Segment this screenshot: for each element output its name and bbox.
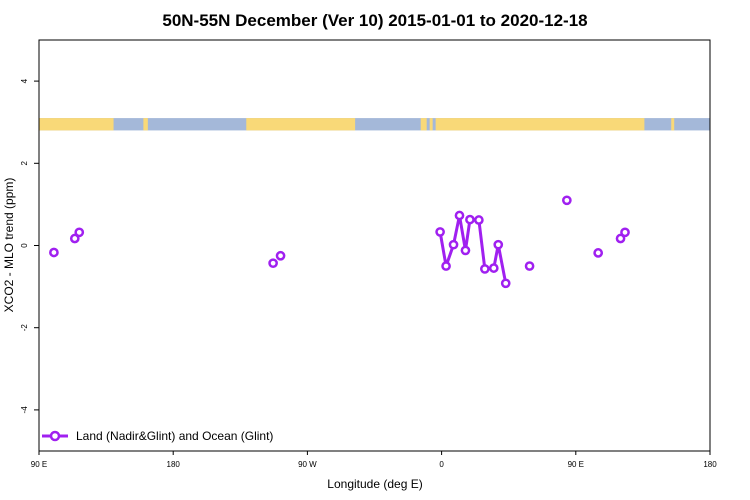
- y-tick-label: -4: [20, 406, 29, 414]
- data-point: [74, 227, 85, 238]
- data-point: [465, 214, 475, 225]
- data-point: [524, 261, 535, 271]
- land-band-segment: [435, 118, 645, 131]
- legend-marker-swatch: [49, 430, 61, 442]
- x-tick-label: 0: [439, 460, 444, 469]
- y-axis: -4 -2 0 2 4: [20, 78, 39, 413]
- y-tick-label: 2: [20, 161, 29, 166]
- x-tick-label: 90 W: [298, 460, 317, 469]
- x-tick-label: 90 E: [568, 460, 584, 469]
- data-point: [500, 278, 511, 289]
- legend: Land (Nadir&Glint) and Ocean (Glint): [42, 429, 273, 443]
- land-band-segment: [143, 118, 148, 131]
- data-point: [435, 227, 445, 237]
- data-point: [593, 248, 604, 258]
- data-point: [493, 239, 504, 250]
- x-tick-label: 180: [167, 460, 181, 469]
- data-point: [448, 239, 459, 250]
- land-band-segment: [429, 118, 433, 131]
- data-point: [275, 250, 286, 261]
- series-line: [438, 213, 508, 284]
- legend-entry: Land (Nadir&Glint) and Ocean (Glint): [76, 429, 273, 443]
- data-point: [488, 263, 499, 273]
- x-axis-label: Longitude (deg E): [327, 477, 422, 491]
- y-tick-label: 4: [20, 78, 29, 83]
- data-point: [562, 195, 572, 206]
- data-point: [460, 245, 471, 256]
- x-axis: 90 E 180 90 W 0 90 E 180: [31, 451, 717, 469]
- data-point: [474, 215, 484, 225]
- data-point: [620, 227, 630, 238]
- data-point: [454, 210, 465, 221]
- y-tick-label: -2: [20, 324, 29, 332]
- land-ocean-band: [39, 118, 710, 131]
- plot-frame: [38, 39, 711, 452]
- land-band-segment: [39, 118, 114, 131]
- data-point: [268, 258, 278, 269]
- data-point: [479, 264, 490, 274]
- series-layer: [49, 195, 630, 289]
- land-band-segment: [671, 118, 675, 131]
- data-point: [69, 233, 80, 244]
- land-band-segment: [420, 118, 427, 131]
- data-point: [441, 261, 451, 271]
- x-tick-label: 90 E: [31, 460, 47, 469]
- y-tick-label: 0: [20, 243, 29, 248]
- y-axis-label: XCO2 - MLO trend (ppm): [2, 178, 16, 313]
- chart-title: 50N-55N December (Ver 10) 2015-01-01 to …: [162, 11, 587, 30]
- data-point: [615, 233, 626, 244]
- data-point: [49, 247, 59, 258]
- x-tick-label: 180: [703, 460, 717, 469]
- land-band-segment: [246, 118, 356, 131]
